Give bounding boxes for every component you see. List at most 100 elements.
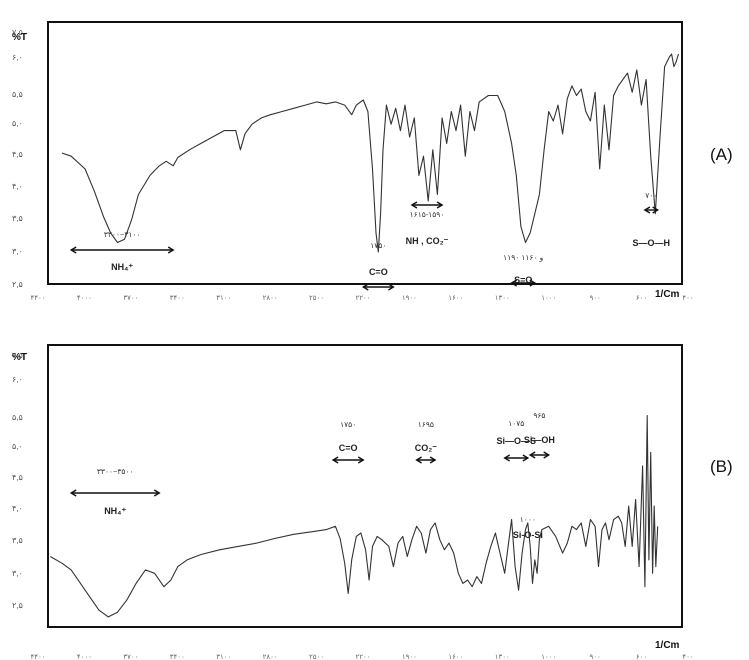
plot-frame [47, 21, 683, 285]
y-tick-label: ۷,۵ [12, 28, 23, 37]
annotation-wavenumber: ۷۰۰ [645, 191, 657, 200]
arrow-head [331, 456, 339, 464]
y-tick-label: ۳,۰ [12, 569, 23, 578]
x-tick-label: ۴۴۰۰ [30, 295, 45, 302]
annotation-wavenumber: ۱۶۹۵ [418, 420, 434, 429]
panel-label: (B) [710, 457, 733, 476]
annotation-label: C=O [339, 443, 358, 453]
x-axis-label: 1/Cm [655, 640, 680, 651]
annotation-label: S=O [514, 275, 532, 285]
arrow-head [429, 456, 437, 464]
arrow-head [522, 454, 530, 462]
y-tick-label: ۴,۵ [12, 150, 23, 159]
arrow-head [415, 456, 422, 464]
arrow-head [69, 246, 77, 254]
x-tick-label: ۲۸۰۰ [263, 295, 278, 302]
x-axis-label: 1/Cm [655, 289, 680, 300]
annotation-wavenumber: ۱۱۹۰ و ۱۱۶۰ [503, 253, 543, 262]
x-tick-label: ۱۳۰۰ [495, 654, 510, 660]
arrow-head [510, 279, 517, 287]
arrow-head [528, 451, 536, 459]
arrow-head [436, 201, 444, 209]
x-tick-label: ۲۵۰۰ [309, 295, 324, 302]
annotation-label: S—O—H [633, 238, 671, 248]
x-tick-label: ۴۰۰ [682, 295, 693, 302]
x-tick-label: ۳۴۰۰ [170, 654, 185, 660]
annotation-wavenumber: ۱۶۱۵-۱۵۹۰ [410, 210, 445, 219]
x-tick-label: ۱۰۰۰ [541, 295, 556, 302]
y-tick-label: ۲,۵ [12, 280, 23, 289]
y-tick-label: ۳,۵ [12, 536, 23, 545]
arrow-head [543, 451, 551, 459]
y-tick-label: ۷,۵ [12, 351, 23, 360]
arrow-head [652, 206, 660, 214]
x-tick-label: ۱۶۰۰ [448, 654, 463, 660]
x-tick-label: ۹۰۰ [590, 654, 601, 660]
y-tick-label: ۳,۵ [12, 214, 23, 223]
y-tick-label: ۴,۰ [12, 182, 23, 191]
annotation-wavenumber: ۱۰۷۵ [508, 419, 524, 428]
x-tick-label: ۱۰۰۰ [541, 654, 556, 660]
arrow-head [410, 201, 418, 209]
x-tick-label: ۲۲۰۰ [355, 295, 370, 302]
chart-panel-a: %T۷,۵ ۶,۰ ۵,۵ ۵,۰ ۴,۵ ۴,۰ ۳,۵ ۳,۰ ۲,۵ ۴۴۰۰ ۴۰۰۰ ۳۷۰… [12, 21, 733, 302]
y-tick-label: ۵,۰ [12, 442, 23, 451]
x-tick-label: ۳۱۰۰ [216, 295, 231, 302]
y-tick-label: ۶,۰ [12, 375, 23, 384]
x-tick-label: ۳۱۰۰ [216, 654, 231, 660]
y-tick-label: ۴,۰ [12, 504, 23, 513]
spectrum-line [61, 53, 680, 253]
annotation-label: C=O [369, 267, 388, 277]
x-tick-label: ۲۲۰۰ [355, 654, 370, 660]
annotation-wavenumber: ۱۷۵۰ [340, 420, 356, 429]
annotation-label: NH₄⁺ [104, 506, 126, 516]
arrow-head [361, 283, 369, 291]
chart-panel-b: %T۷,۵ ۶,۰ ۵,۵ ۵,۰ ۴,۵ ۴,۰ ۳,۵ ۳,۰ ۲,۵ ۴۴۰۰ ۴۰۰۰ ۳۷۰… [12, 344, 733, 660]
x-tick-label: ۶۰۰ [636, 654, 647, 660]
arrow-head [388, 283, 395, 291]
annotation-wavenumber: ۳۳۰۰~۳۵۰۰ [97, 467, 134, 476]
x-tick-label: ۱۳۰۰ [495, 295, 510, 302]
x-tick-label: ۴۰۰ [682, 654, 693, 660]
y-tick-label: ۳,۰ [12, 247, 23, 256]
annotation-label: CO₂⁻ [415, 443, 437, 453]
y-tick-label: ۲,۵ [12, 601, 23, 610]
annotation-wavenumber: ۹۶۵ [533, 411, 545, 420]
spectrum-line [50, 414, 659, 618]
arrow-head [643, 206, 651, 214]
x-tick-label: ۴۴۰۰ [30, 654, 45, 660]
annotation-wavenumber: ۱۰۰۰ [520, 515, 536, 524]
x-tick-label: ۶۰۰ [636, 295, 647, 302]
arrow-head [167, 246, 175, 254]
arrow-head [503, 454, 511, 462]
plot-frame [47, 344, 683, 628]
annotation-label: NH , CO₂⁻ [406, 236, 449, 246]
x-tick-label: ۱۹۰۰ [402, 654, 417, 660]
annotation-label: NH₄⁺ [111, 262, 133, 272]
x-tick-label: ۴۰۰۰ [77, 654, 92, 660]
arrow-head [357, 456, 365, 464]
annotation-label: Si—O—S [496, 436, 536, 446]
x-tick-label: ۹۰۰ [590, 295, 601, 302]
x-tick-label: ۱۶۰۰ [448, 295, 463, 302]
y-tick-label: ۵,۵ [12, 413, 23, 422]
arrow-head [69, 489, 77, 497]
y-tick-label: ۴,۵ [12, 473, 23, 482]
annotation-label: Si—OH [524, 435, 555, 445]
x-tick-label: ۲۵۰۰ [309, 654, 324, 660]
panel-label: (A) [710, 145, 733, 164]
y-tick-label: ۶,۰ [12, 53, 23, 62]
y-tick-label: ۵,۰ [12, 119, 23, 128]
y-tick-label: ۵,۵ [12, 90, 23, 99]
arrow-head [529, 279, 537, 287]
annotation-label: Si-O-Si [513, 530, 543, 540]
y-axis-label: %T [12, 32, 27, 43]
x-tick-label: ۳۷۰۰ [123, 295, 138, 302]
x-tick-label: ۳۷۰۰ [123, 654, 138, 660]
annotation-wavenumber: ۱۷۵۰ [370, 241, 386, 250]
annotation-wavenumber: ۳۳۰۰~۳۱۰۰ [104, 230, 141, 239]
x-tick-label: ۳۴۰۰ [170, 295, 185, 302]
arrow-head [153, 489, 161, 497]
x-tick-label: ۴۰۰۰ [77, 295, 92, 302]
